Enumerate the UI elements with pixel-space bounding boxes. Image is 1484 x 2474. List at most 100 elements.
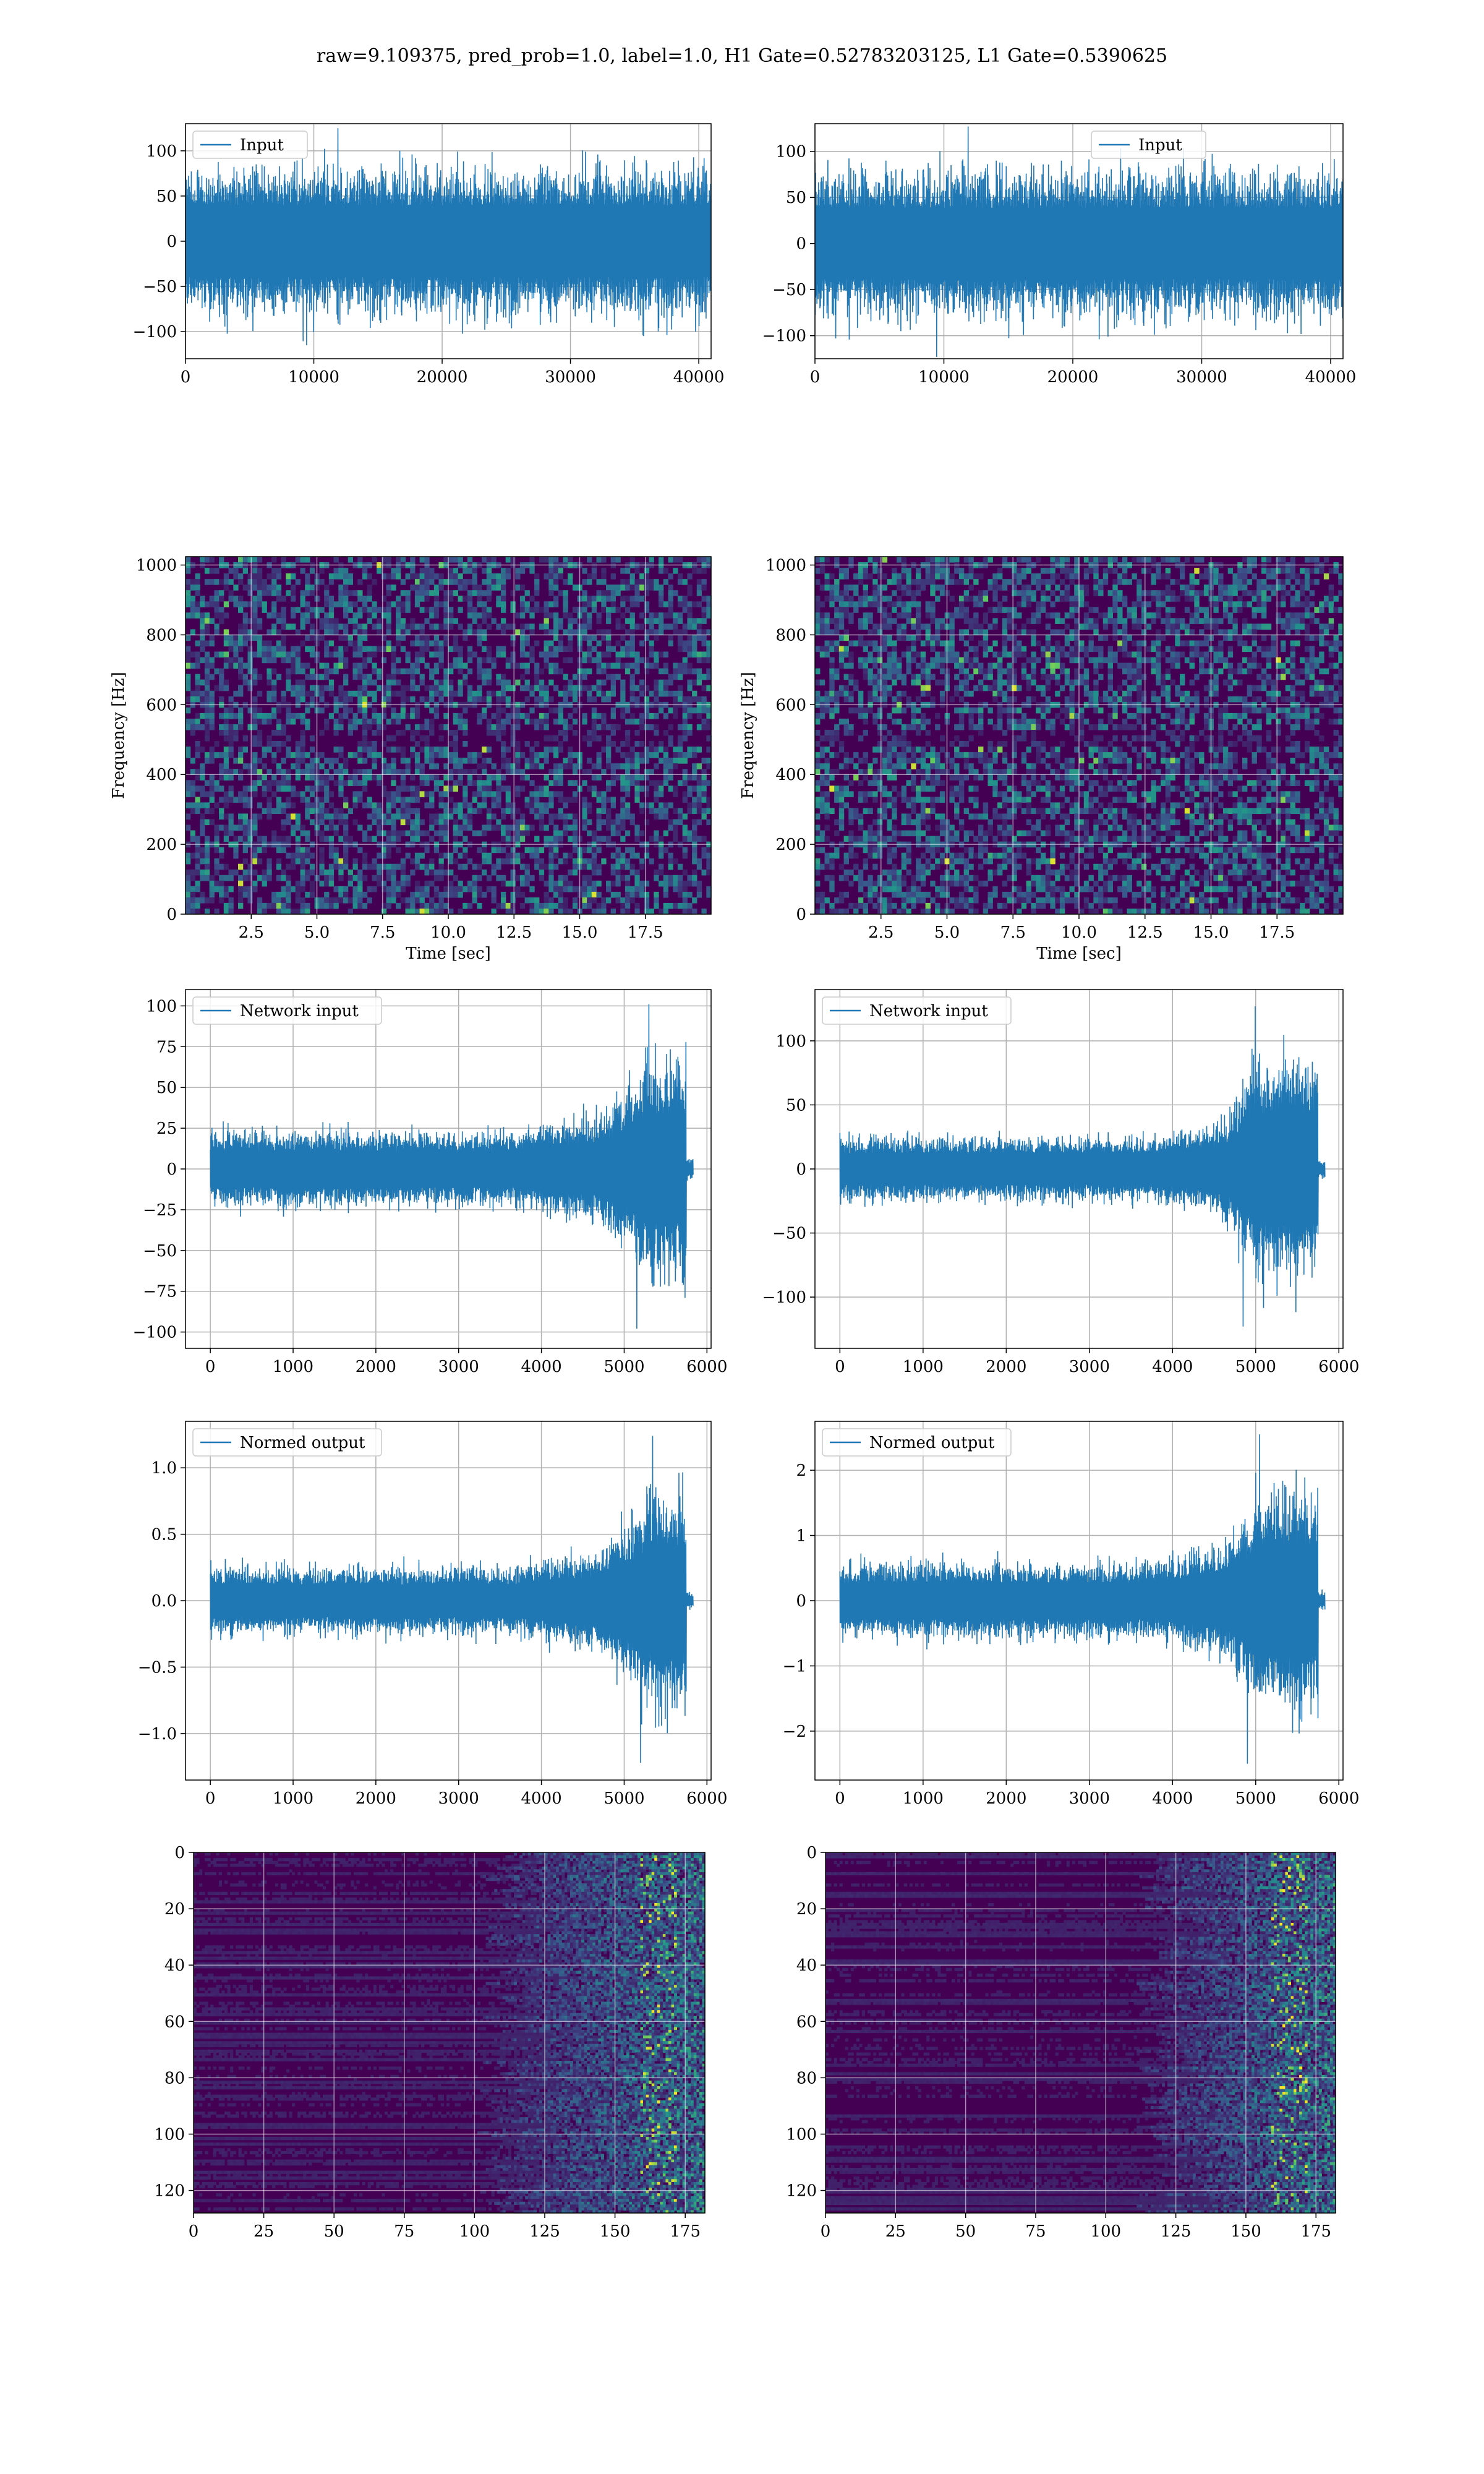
heatmap-cell	[683, 623, 688, 630]
heatmap-cell	[558, 813, 563, 820]
heatmap-cell	[496, 791, 501, 797]
heatmap-cell	[458, 780, 463, 786]
heatmap-cell	[534, 674, 539, 680]
heatmap-cell	[372, 646, 377, 653]
heatmap-cell	[687, 836, 692, 842]
heatmap-cell	[634, 719, 639, 725]
heatmap-cell	[506, 836, 511, 842]
heatmap-cell	[501, 741, 506, 747]
heatmap-cell	[496, 646, 501, 653]
heatmap-cell	[324, 584, 329, 591]
heatmap-cell	[553, 635, 558, 641]
heatmap-cell	[377, 825, 382, 831]
heatmap-cell	[506, 797, 511, 803]
heatmap-cell	[587, 820, 592, 826]
heatmap-cell	[639, 864, 644, 870]
heatmap-cell	[276, 568, 281, 574]
heatmap-cell	[291, 612, 296, 618]
heatmap-cell	[639, 774, 644, 781]
heatmap-cell	[639, 741, 644, 747]
heatmap-cell	[301, 747, 305, 753]
heatmap-cell	[663, 758, 668, 764]
heatmap-cell	[301, 713, 305, 719]
heatmap-cell	[668, 590, 673, 596]
heatmap-cell	[214, 685, 219, 691]
heatmap-cell	[195, 870, 200, 876]
heatmap-cell	[692, 870, 697, 876]
heatmap-cell	[448, 797, 453, 803]
heatmap-cell	[683, 708, 688, 714]
heatmap-cell	[186, 785, 190, 792]
heatmap-cell	[200, 875, 205, 881]
heatmap-cell	[482, 635, 487, 641]
heatmap-cell	[515, 820, 520, 826]
heatmap-cell	[501, 568, 506, 574]
heatmap-cell	[377, 853, 382, 859]
heatmap-cell	[310, 853, 315, 859]
heatmap-cell	[367, 612, 372, 618]
heatmap-cell	[668, 774, 673, 781]
heatmap-cell	[224, 629, 229, 635]
heatmap-cell	[597, 663, 602, 669]
heatmap-cell	[601, 747, 606, 753]
heatmap-cell	[563, 590, 568, 596]
heatmap-cell	[224, 719, 229, 725]
heatmap-cell	[458, 663, 463, 669]
heatmap-cell	[544, 752, 549, 758]
heatmap-cell	[357, 685, 362, 691]
heatmap-cell	[343, 853, 348, 859]
heatmap-cell	[649, 713, 654, 719]
heatmap-cell	[477, 612, 482, 618]
heatmap-cell	[458, 691, 463, 697]
heatmap-cell	[630, 813, 635, 820]
heatmap-cell	[659, 741, 663, 747]
heatmap-cell	[548, 573, 553, 580]
heatmap-cell	[286, 820, 291, 826]
heatmap-cell	[683, 719, 688, 725]
heatmap-cell	[463, 730, 467, 736]
heatmap-cell	[396, 607, 401, 613]
heatmap-cell	[634, 870, 639, 876]
heatmap-cell	[673, 557, 678, 563]
heatmap-cell	[362, 719, 367, 725]
heatmap-cell	[597, 864, 602, 870]
heatmap-cell	[248, 831, 253, 837]
heatmap-cell	[210, 780, 215, 786]
heatmap-cell	[553, 864, 558, 870]
heatmap-cell	[573, 691, 578, 697]
heatmap-cell	[186, 652, 190, 658]
heatmap-cell	[568, 680, 573, 686]
heatmap-cell	[200, 646, 205, 653]
heatmap-cell	[553, 708, 558, 714]
heatmap-cell	[396, 831, 401, 837]
heatmap-cell	[267, 864, 271, 870]
heatmap-cell	[673, 763, 678, 769]
heatmap-cell	[343, 797, 348, 803]
heatmap-cell	[276, 646, 281, 653]
x-tick-label: 30000	[1176, 368, 1227, 387]
heatmap-cell	[186, 752, 190, 758]
heatmap-cell	[401, 797, 406, 803]
heatmap-cell	[415, 752, 420, 758]
heatmap-cell	[563, 853, 568, 859]
heatmap-cell	[515, 724, 520, 730]
heatmap-cell	[482, 780, 487, 786]
heatmap-cell	[391, 652, 396, 658]
heatmap-cell	[506, 791, 511, 797]
heatmap-cell	[568, 623, 573, 630]
heatmap-cell	[506, 808, 511, 814]
heatmap-cell	[410, 752, 415, 758]
heatmap-cell	[195, 747, 200, 753]
heatmap-cell	[195, 590, 200, 596]
heatmap-cell	[243, 674, 248, 680]
heatmap-cell	[697, 657, 702, 664]
heatmap-cell	[401, 780, 406, 786]
heatmap-cell	[296, 557, 301, 563]
heatmap-cell	[553, 652, 558, 658]
heatmap-cell	[534, 808, 539, 814]
heatmap-cell	[663, 652, 668, 658]
heatmap-cell	[267, 780, 271, 786]
heatmap-cell	[357, 791, 362, 797]
heatmap-cell	[683, 713, 688, 719]
heatmap-cell	[348, 730, 353, 736]
